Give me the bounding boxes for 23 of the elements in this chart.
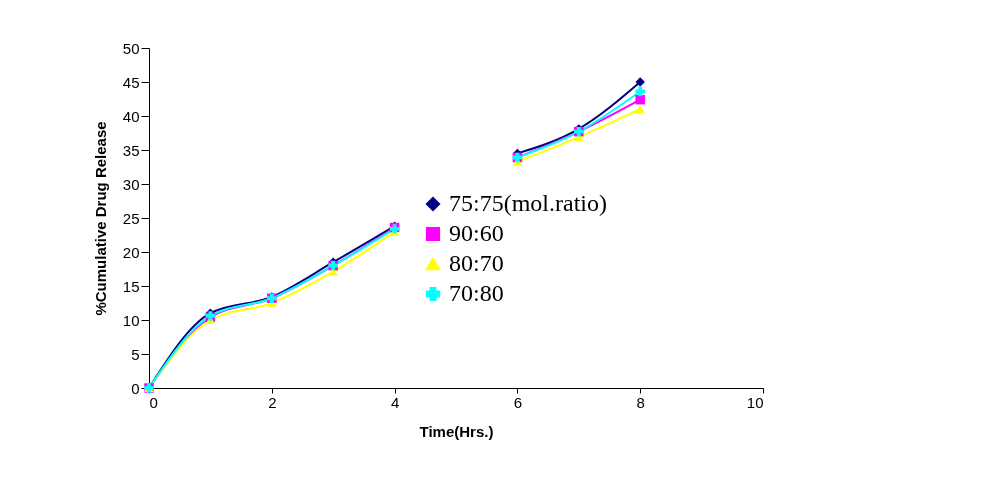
y-tick-label: 30 — [122, 175, 140, 193]
x-tick-label: 0 — [149, 393, 158, 411]
y-tick-label: 45 — [122, 73, 140, 91]
x-axis-title: Time(Hrs.) — [419, 422, 494, 440]
y-tick-label: 5 — [131, 345, 140, 363]
x-tick-label: 10 — [746, 393, 764, 411]
y-tick-label: 35 — [122, 141, 140, 159]
y-tick-label: 25 — [122, 209, 140, 227]
y-tick-label: 50 — [122, 39, 140, 57]
y-tick-label: 10 — [122, 311, 140, 329]
y-axis-title: %Cumulative Drug Release — [91, 121, 109, 316]
y-tick-label: 0 — [131, 379, 140, 397]
y-tick-label: 15 — [122, 277, 140, 295]
y-tick-label: 40 — [122, 107, 140, 125]
legend-label: 90:60 — [449, 220, 504, 246]
legend-label: 80:70 — [449, 250, 504, 276]
x-tick-label: 2 — [268, 393, 277, 411]
legend-label: 75:75(mol.ratio) — [449, 190, 607, 216]
y-tick-label: 20 — [122, 243, 140, 261]
legend-label: 70:80 — [449, 280, 504, 306]
x-tick-label: 8 — [636, 393, 645, 411]
x-tick-label: 4 — [390, 393, 400, 411]
x-tick-label: 6 — [513, 393, 523, 411]
